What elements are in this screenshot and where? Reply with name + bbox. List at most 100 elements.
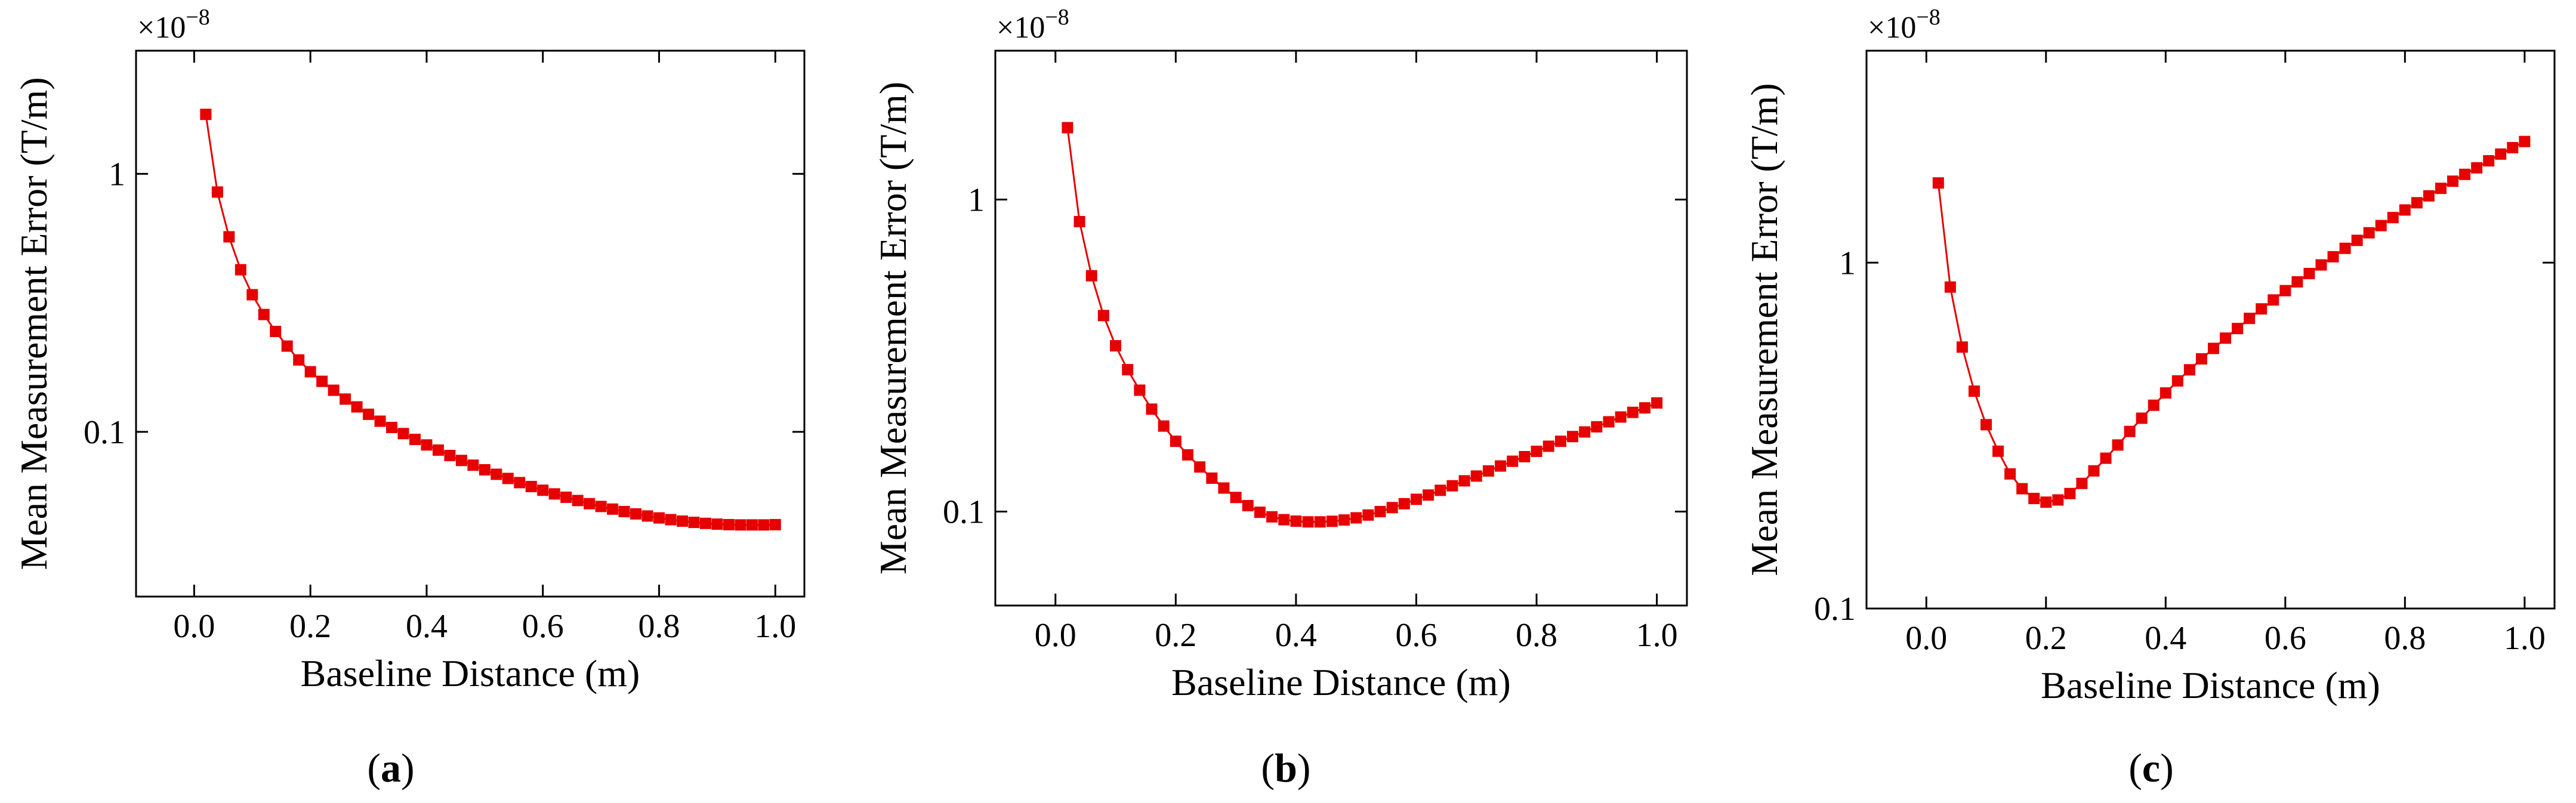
- y-tick-label: 1: [968, 182, 985, 219]
- data-point: [1254, 506, 1266, 518]
- data-point: [2291, 276, 2303, 288]
- data-point: [1507, 455, 1519, 467]
- y-axis-label: Mean Measurement Error (T/m): [13, 77, 55, 570]
- series-line: [205, 114, 776, 526]
- data-point: [502, 472, 514, 484]
- data-point: [1374, 506, 1386, 518]
- data-point: [2351, 234, 2363, 246]
- series-line: [1066, 127, 1658, 523]
- data-point: [1519, 450, 1531, 462]
- data-point: [2195, 353, 2207, 365]
- data-point: [1482, 465, 1494, 477]
- data-point: [2088, 465, 2100, 477]
- data-point: [1639, 402, 1651, 414]
- panel-label: (c): [2128, 745, 2174, 790]
- x-tick-label: 1.0: [754, 608, 796, 645]
- x-tick-label: 0.6: [522, 608, 564, 645]
- data-point: [409, 434, 421, 446]
- data-point: [2028, 493, 2040, 505]
- x-tick-label: 0.4: [2145, 620, 2186, 657]
- data-point: [1980, 419, 1992, 431]
- data-point: [758, 519, 770, 531]
- x-tick-label: 0.2: [2025, 620, 2067, 657]
- data-point: [432, 444, 444, 456]
- data-point: [746, 519, 758, 531]
- data-point: [1398, 498, 1410, 509]
- data-point: [1554, 436, 1566, 447]
- x-tick-label: 0.2: [1155, 617, 1196, 654]
- data-point: [2183, 364, 2195, 376]
- y-axis-label: Mean Measurement Error (T/m): [1743, 83, 1785, 576]
- y-multiplier-label: ×10−8: [997, 5, 1069, 45]
- data-point: [2171, 375, 2183, 387]
- data-point: [340, 393, 351, 405]
- data-point: [2303, 268, 2315, 280]
- data-point: [1302, 516, 1314, 528]
- data-point: [1170, 436, 1181, 447]
- x-tick-label: 1.0: [2504, 620, 2546, 657]
- data-point: [2232, 323, 2244, 335]
- data-point: [2315, 259, 2327, 271]
- y-tick-label: 1: [1839, 245, 1856, 282]
- data-point: [1968, 385, 1980, 397]
- y-axis-label: Mean Measurement Error (T/m): [872, 82, 914, 575]
- data-point: [699, 517, 711, 529]
- data-point: [235, 264, 246, 276]
- panel-label: (b): [1261, 745, 1310, 790]
- data-point: [2208, 342, 2220, 354]
- data-point: [607, 503, 619, 515]
- x-tick-label: 0.2: [289, 608, 331, 645]
- data-point: [2483, 155, 2495, 167]
- data-point: [572, 495, 584, 506]
- series-line: [1937, 140, 2525, 504]
- data-point: [2471, 162, 2483, 174]
- data-point: [688, 517, 700, 529]
- plot-frame: [135, 50, 806, 598]
- data-point: [211, 186, 223, 198]
- data-point: [1542, 440, 1554, 452]
- data-point: [1242, 500, 1254, 512]
- x-axis-label: Baseline Distance (m): [2041, 664, 2380, 706]
- data-point: [548, 488, 560, 500]
- data-point: [1326, 515, 1338, 527]
- data-point: [467, 459, 479, 471]
- data-point: [1230, 492, 1242, 504]
- data-point: [584, 498, 596, 509]
- data-point: [421, 439, 433, 451]
- data-point: [1314, 516, 1326, 528]
- data-point: [1495, 460, 1507, 472]
- data-point: [2124, 425, 2136, 437]
- data-point: [1423, 489, 1434, 501]
- data-point: [641, 510, 653, 522]
- data-point: [1615, 411, 1627, 423]
- chart-panel-1: 0.0 0.2 0.4 0.6 0.8 1.0 0.1 1 ×10−8 Baseline Dist…: [13, 5, 806, 790]
- x-axis-label: Baseline Distance (m): [301, 652, 640, 694]
- data-point: [1278, 514, 1290, 526]
- data-point: [1097, 310, 1109, 322]
- data-point: [665, 514, 677, 526]
- data-point: [1338, 514, 1350, 526]
- data-point: [2016, 483, 2028, 495]
- data-point: [2004, 468, 2016, 480]
- data-point: [2339, 242, 2351, 254]
- x-tick-label: 0.6: [1395, 617, 1437, 654]
- x-tick-label: 0.0: [173, 608, 215, 645]
- x-tick-label: 1.0: [1636, 617, 1678, 654]
- data-point: [2244, 313, 2256, 325]
- data-point: [1956, 341, 1968, 353]
- data-point: [595, 501, 607, 512]
- data-point: [1218, 482, 1230, 494]
- x-tick-label: 0.0: [1905, 620, 1947, 657]
- data-point: [1579, 426, 1591, 438]
- x-tick-label: 0.4: [1275, 617, 1317, 654]
- data-point: [1932, 177, 1944, 189]
- data-point: [1146, 403, 1158, 415]
- data-point: [723, 518, 735, 530]
- data-point: [270, 326, 282, 338]
- data-point: [1446, 480, 1458, 492]
- data-point: [2040, 496, 2052, 508]
- plot-frame: [1865, 50, 2556, 610]
- data-point: [1386, 502, 1398, 514]
- data-point: [2148, 399, 2159, 411]
- data-point: [2411, 197, 2423, 209]
